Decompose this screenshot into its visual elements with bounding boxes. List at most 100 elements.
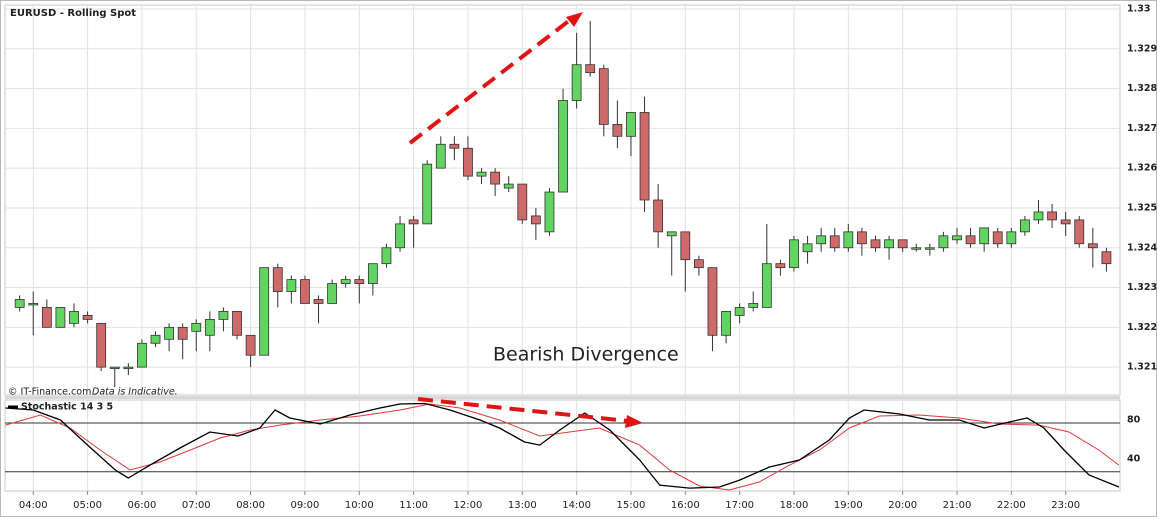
x-tick-label: 11:00: [399, 500, 428, 511]
candle-body: [204, 318, 215, 336]
candle-body: [843, 231, 854, 249]
candle-body: [28, 303, 39, 306]
candle-body: [517, 183, 528, 221]
candle-body: [327, 283, 338, 304]
candle-body: [69, 311, 79, 324]
candle-body: [761, 263, 772, 308]
candle-body: [1087, 243, 1098, 249]
candle-body: [150, 334, 161, 344]
indicator-arrow: [417, 397, 629, 423]
candle-body: [109, 366, 120, 370]
x-tick-label: 22:00: [997, 500, 1026, 511]
candle-body: [544, 191, 555, 233]
candle-body: [1033, 211, 1044, 221]
grid: [5, 5, 1120, 495]
x-tick-label: 06:00: [128, 500, 157, 511]
candle-body: [218, 311, 229, 320]
candle-body: [965, 235, 976, 245]
candle-body: [1020, 219, 1030, 233]
candle-body: [884, 239, 894, 249]
x-tick-label: 14:00: [562, 500, 591, 511]
indicator-line: [5, 403, 1120, 491]
candle-body: [177, 326, 188, 340]
candle-body: [381, 247, 392, 265]
candle-body: [598, 68, 609, 125]
candle-body: [55, 307, 66, 328]
y-tick-label: 1.323: [1127, 282, 1157, 293]
candle-body: [639, 112, 650, 201]
arrow-head: [625, 415, 643, 428]
x-tick-label: 20:00: [888, 500, 917, 511]
candle-body: [911, 247, 922, 250]
y-tick-label: 1.329: [1127, 43, 1157, 54]
candle-body: [96, 322, 107, 368]
candle-body: [992, 231, 1003, 245]
x-tick-label: 19:00: [834, 500, 863, 511]
candle-body: [490, 171, 501, 185]
candle-body: [829, 235, 840, 249]
candle-body: [300, 279, 310, 304]
candle-body: [707, 267, 718, 336]
candle-body: [313, 299, 324, 304]
candle-body: [856, 231, 867, 245]
y-tick-label: 40: [1127, 454, 1141, 465]
candle-body: [191, 322, 202, 332]
y-tick-label: 80: [1127, 415, 1141, 426]
candle-body: [503, 183, 514, 189]
candle-body: [585, 64, 596, 74]
x-tick-label: 13:00: [508, 500, 537, 511]
candle-body: [789, 239, 799, 269]
candle-body: [775, 263, 786, 269]
candle-body: [612, 123, 623, 137]
x-tick-label: 17:00: [725, 500, 754, 511]
annotation: Bearish Divergence: [493, 344, 679, 366]
candle-body: [666, 231, 677, 237]
note: Data is Indicative.: [92, 387, 178, 398]
candle-body: [272, 267, 283, 292]
candle-body: [463, 147, 473, 177]
panel-separator: [5, 396, 1120, 399]
y-tick-label: 1.328: [1127, 83, 1157, 94]
chart-title: EURUSD - Rolling Spot: [10, 8, 136, 19]
y-tick-label: 1.321: [1127, 362, 1157, 373]
candle-body: [41, 307, 52, 328]
candle-body: [979, 227, 990, 245]
candle-body: [558, 100, 568, 193]
candle-body: [259, 267, 270, 356]
candle-body: [680, 231, 691, 261]
x-tick-label: 05:00: [73, 500, 102, 511]
candle-body: [870, 239, 881, 249]
candle-body: [938, 235, 949, 249]
y-tick-label: 1.326: [1127, 163, 1157, 174]
candle-body: [626, 112, 636, 137]
marks: [5, 20, 1120, 491]
candle-body: [354, 279, 365, 284]
candle-body: [1101, 251, 1112, 265]
source: © IT-Finance.com: [8, 387, 91, 398]
candle-body: [571, 64, 582, 101]
candle-body: [1047, 211, 1057, 221]
x-tick-label: 15:00: [617, 500, 646, 511]
candle-body: [530, 215, 541, 225]
candle-body: [14, 299, 25, 308]
x-tick-label: 12:00: [454, 500, 483, 511]
candle-body: [435, 143, 446, 169]
x-tick-label: 21:00: [943, 500, 972, 511]
y-tick-label: 1.324: [1127, 242, 1157, 253]
candle-body: [395, 223, 405, 249]
indicator-line: [5, 402, 1120, 489]
candle-body: [802, 243, 813, 253]
arrow-head: [566, 12, 583, 27]
candle-body: [422, 163, 433, 225]
y-tick-label: 1.33: [1127, 3, 1150, 14]
y-tick-label: 1.327: [1127, 123, 1157, 134]
candle-body: [653, 199, 664, 233]
candle-body: [1060, 219, 1071, 225]
candle-body: [82, 315, 93, 320]
candle-body: [408, 219, 419, 225]
candle-body: [897, 239, 908, 249]
candle-body: [123, 366, 134, 370]
candle-body: [952, 235, 962, 241]
candle-body: [924, 247, 935, 250]
